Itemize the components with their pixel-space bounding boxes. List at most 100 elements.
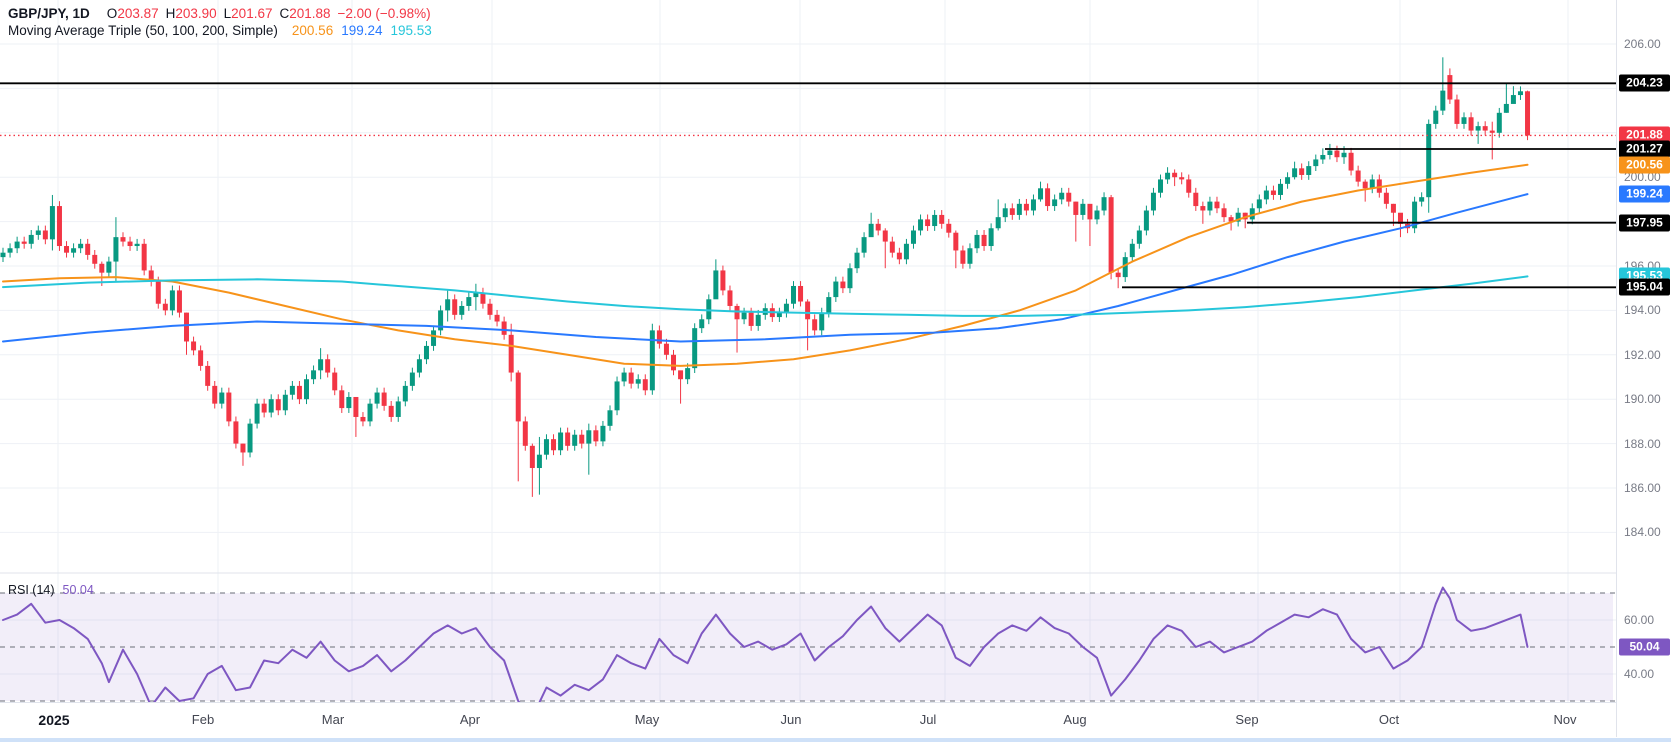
- candle: [1510, 95, 1516, 104]
- candle: [184, 312, 190, 342]
- rsi-value: 50.04: [62, 583, 94, 597]
- chart-legend: GBP/JPY, 1D O203.87 H203.90 L201.67 C201.88−…: [8, 5, 432, 39]
- rsi-indicator-title[interactable]: RSI (14): [8, 583, 55, 597]
- candle: [663, 343, 669, 355]
- candle: [501, 321, 507, 335]
- candle: [1087, 203, 1093, 220]
- time-axis-month-label: Aug: [1063, 712, 1087, 727]
- candle: [21, 241, 27, 244]
- candle: [254, 403, 260, 424]
- time-axis-year-label: 2025: [38, 712, 70, 728]
- candle: [565, 432, 571, 446]
- time-axis-scale[interactable]: 2025 Feb Mar Apr May Jun Jul Aug Sep Oct Nov: [0, 702, 1671, 738]
- candle: [339, 390, 345, 409]
- candle: [275, 399, 281, 411]
- candle: [120, 237, 126, 242]
- price-tick-label: 186.00: [1624, 481, 1661, 495]
- candle: [416, 359, 422, 373]
- candle: [1306, 166, 1312, 175]
- candle: [903, 243, 909, 260]
- candle: [1228, 217, 1234, 222]
- candle: [988, 228, 994, 247]
- candle: [551, 439, 557, 451]
- candle: [1080, 203, 1086, 215]
- candle: [1009, 208, 1015, 215]
- candle: [558, 432, 564, 451]
- candle: [628, 372, 634, 384]
- candle: [169, 290, 175, 311]
- candle: [494, 314, 500, 322]
- candle: [960, 250, 966, 264]
- candle: [473, 292, 479, 298]
- candle: [353, 396, 359, 417]
- candle: [198, 350, 204, 366]
- candle: [1447, 75, 1453, 100]
- candle: [219, 392, 225, 404]
- candle: [1143, 210, 1149, 231]
- candle: [1341, 152, 1347, 158]
- candle: [1023, 203, 1029, 211]
- candle: [1376, 179, 1382, 193]
- candle: [607, 410, 613, 426]
- candle: [1496, 112, 1502, 133]
- candle: [1242, 212, 1248, 220]
- candle: [1129, 243, 1135, 258]
- candle: [431, 330, 437, 346]
- candle: [1348, 152, 1354, 171]
- axis-price-badge: 50.04: [1619, 638, 1670, 656]
- candle: [918, 219, 924, 231]
- candle: [981, 234, 987, 247]
- time-axis-month-label: Mar: [321, 712, 345, 727]
- candle: [1165, 172, 1171, 180]
- candle: [438, 310, 444, 331]
- candle: [1299, 168, 1305, 175]
- axis-price-badge: 201.88: [1619, 126, 1670, 144]
- price-axis-scale[interactable]: 206.00 200.00 196.00 194.00 192.00 190.00 188.…: [1616, 0, 1671, 737]
- ma50-value: 200.56: [291, 23, 334, 38]
- candle: [141, 243, 147, 271]
- candle: [875, 223, 881, 231]
- ma-indicator-title[interactable]: Moving Average Triple (50, 100, 200, Sim…: [8, 23, 278, 38]
- candle: [1249, 208, 1255, 220]
- time-axis-month-label: Feb: [191, 712, 215, 727]
- candle: [325, 359, 331, 373]
- candle: [85, 243, 91, 255]
- candle: [480, 292, 486, 304]
- candle: [1362, 181, 1368, 189]
- candle: [1412, 201, 1418, 229]
- candle: [1200, 206, 1206, 211]
- candle: [1136, 230, 1142, 244]
- candle: [1383, 192, 1389, 204]
- axis-price-badge: 200.56: [1619, 156, 1670, 174]
- candle: [706, 299, 712, 320]
- candle: [360, 416, 366, 422]
- candle: [882, 230, 888, 242]
- candle: [1482, 126, 1488, 131]
- candle: [127, 241, 133, 247]
- candle: [1186, 179, 1192, 193]
- candle: [1122, 257, 1128, 278]
- candle: [1355, 170, 1361, 182]
- candle: [466, 297, 472, 306]
- candle: [1214, 201, 1220, 209]
- candle: [529, 445, 535, 469]
- ma-50-line: [2, 163, 1529, 367]
- symbol-title[interactable]: GBP/JPY, 1D: [8, 6, 90, 21]
- candle: [318, 359, 324, 371]
- candle: [282, 394, 288, 411]
- candle: [932, 214, 938, 227]
- candle: [1073, 201, 1079, 215]
- candle: [656, 330, 662, 344]
- candle: [621, 372, 627, 382]
- candle: [727, 290, 733, 306]
- candle: [1172, 172, 1178, 178]
- candle: [381, 392, 387, 406]
- candle: [289, 385, 295, 395]
- axis-price-badge: 204.23: [1619, 74, 1670, 92]
- candle: [649, 330, 655, 391]
- candle: [1468, 117, 1474, 131]
- candle: [459, 305, 465, 315]
- candle: [0, 252, 6, 258]
- candle: [346, 396, 352, 409]
